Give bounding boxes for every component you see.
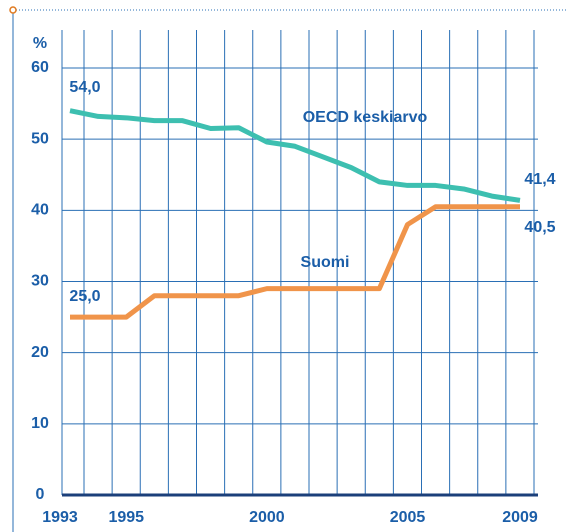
data-label: 41,4	[524, 171, 555, 188]
data-label: 40,5	[524, 219, 555, 236]
y-tick-label: 20	[31, 344, 49, 361]
y-tick-label: 0	[36, 486, 45, 503]
data-label: 54,0	[69, 79, 100, 96]
x-tick-label: 1993	[42, 509, 78, 526]
corner-dot	[9, 6, 17, 14]
x-tick-label: 2009	[502, 509, 538, 526]
y-tick-label: 60	[31, 59, 49, 76]
series-label: Suomi	[301, 254, 350, 271]
y-tick-label: 10	[31, 415, 49, 432]
line-series	[69, 108, 521, 203]
y-tick-label: 30	[31, 273, 49, 290]
x-tick-label: 1995	[108, 509, 144, 526]
y-tick-label: 50	[31, 130, 49, 147]
line-series	[70, 204, 520, 320]
data-label: 25,0	[69, 288, 100, 305]
y-tick-label: 40	[31, 202, 49, 219]
x-tick-label: 2005	[390, 509, 426, 526]
series-label: OECD keskiarvo	[303, 109, 428, 126]
y-axis-label: %	[33, 35, 47, 52]
x-tick-label: 2000	[249, 509, 285, 526]
